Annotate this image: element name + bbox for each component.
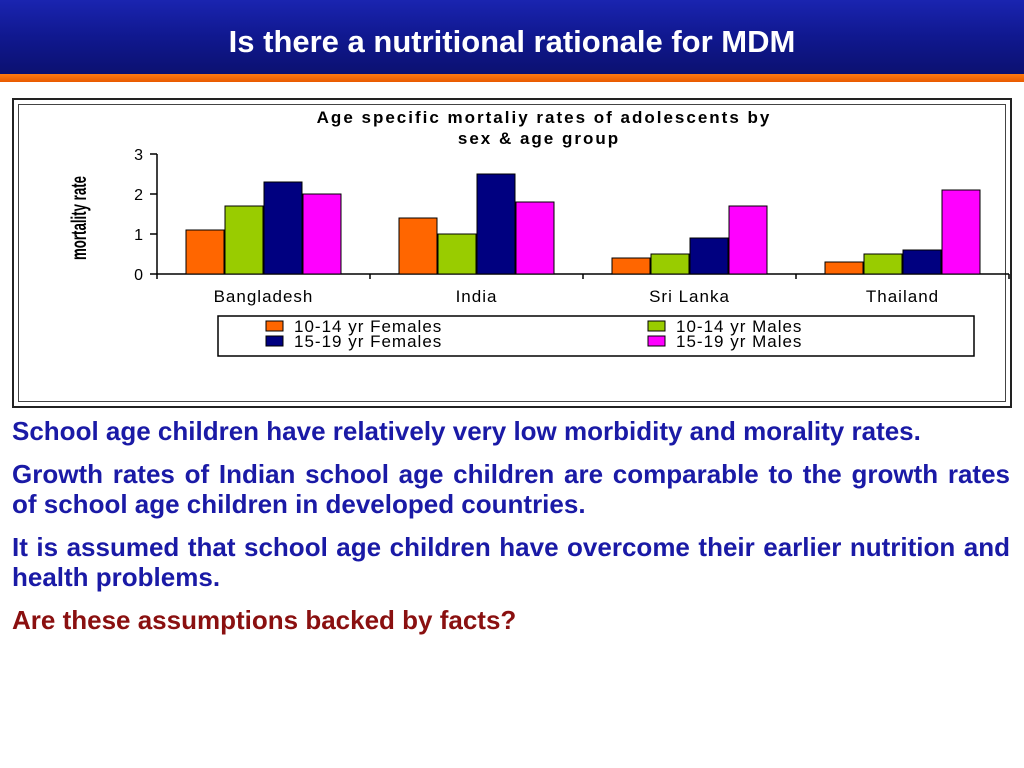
bar-10-14-yr-females-bangladesh <box>185 229 225 275</box>
bar-10-14-yr-males-bangladesh <box>224 205 264 275</box>
x-category-label: Sri Lanka <box>649 287 730 306</box>
y-tick-label: 0 <box>134 267 143 284</box>
bar-15-19-yr-males-bangladesh <box>302 193 342 275</box>
paragraph-2: Growth rates of Indian school age childr… <box>12 459 1010 519</box>
legend-box <box>217 315 975 357</box>
legend-label: 15-19 yr Females <box>294 332 442 351</box>
bar-10-14-yr-females-india <box>398 217 438 275</box>
legend-swatch <box>265 335 284 347</box>
x-category-label: India <box>456 287 498 306</box>
legend-swatch <box>265 320 284 332</box>
bar-10-14-yr-males-thailand <box>863 253 903 275</box>
legend-swatch <box>647 335 666 347</box>
chart-title-line1: Age specific mortaliy rates of adolescen… <box>317 108 772 127</box>
chart-inner-border <box>18 104 1006 402</box>
paragraph-1: School age children have relatively very… <box>12 416 921 446</box>
bar-10-14-yr-females-sri-lanka <box>611 257 651 275</box>
bar-15-19-yr-females-thailand <box>902 249 942 275</box>
paragraph-4: Are these assumptions backed by facts? <box>12 605 517 635</box>
chart-title-line2: sex & age group <box>458 129 620 148</box>
bar-15-19-yr-females-sri-lanka <box>689 237 729 275</box>
body-text: School age children have relatively very… <box>12 416 1010 648</box>
y-tick-label: 2 <box>134 187 143 204</box>
legend-label: 10-14 yr Males <box>676 317 802 336</box>
legend-label: 10-14 yr Females <box>294 317 442 336</box>
bar-10-14-yr-males-sri-lanka <box>650 253 690 275</box>
bar-15-19-yr-females-india <box>476 173 516 275</box>
y-tick-label: 1 <box>134 227 143 244</box>
y-tick-label: 3 <box>134 147 143 164</box>
y-axis-label: mortality rate <box>67 176 91 260</box>
slide-title: Is there a nutritional rationale for MDM <box>228 24 796 59</box>
bar-15-19-yr-females-bangladesh <box>263 181 303 275</box>
bar-10-14-yr-males-india <box>437 233 477 275</box>
title-bar: Is there a nutritional rationale for MDM <box>0 0 1024 82</box>
chart-bars <box>185 173 981 275</box>
chart-legend: 10-14 yr Females 10-14 yr Males 15-19 yr F… <box>217 315 975 357</box>
legend-label: 15-19 yr Males <box>676 332 802 351</box>
title-accent-stripe <box>0 74 1024 82</box>
bar-10-14-yr-females-thailand <box>824 261 864 275</box>
paragraph-3: It is assumed that school age children h… <box>12 532 1010 592</box>
bar-chart: Age specific mortaliy rates of adolescen… <box>67 108 1010 357</box>
bar-15-19-yr-males-sri-lanka <box>728 205 768 275</box>
x-category-label: Bangladesh <box>214 287 314 306</box>
legend-swatch <box>647 320 666 332</box>
bar-15-19-yr-males-thailand <box>941 189 981 275</box>
chart-frame: Age specific mortaliy rates of adolescen… <box>12 98 1012 408</box>
x-category-label: Thailand <box>866 287 939 306</box>
bar-15-19-yr-males-india <box>515 201 555 275</box>
